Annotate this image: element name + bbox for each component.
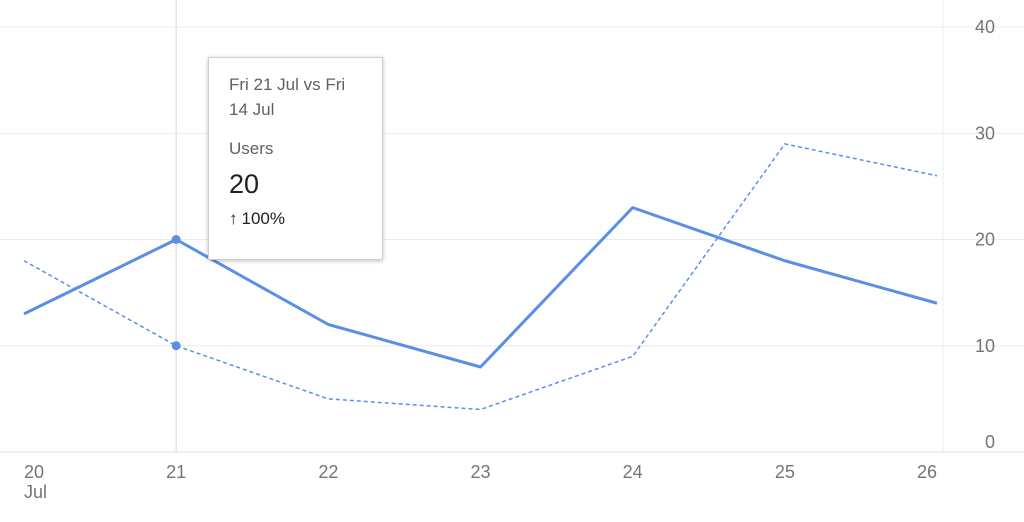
- gridlines: [0, 0, 1024, 453]
- x-axis-ticks: 20 21 22 23 24 25 26 Jul: [24, 462, 937, 502]
- x-tick-label: 21: [166, 462, 186, 482]
- chart-tooltip: Fri 21 Jul vs Fri 14 Jul Users 20 ↑ 100%: [208, 57, 383, 260]
- series-lines: [23, 143, 938, 411]
- x-tick-label: 23: [470, 462, 490, 482]
- x-tick-label: 20: [24, 462, 44, 482]
- hover-markers: [171, 235, 181, 351]
- arrow-up-icon: ↑: [229, 209, 238, 228]
- x-month-label: Jul: [24, 482, 47, 502]
- hover-point: [171, 341, 181, 351]
- y-tick-label: 30: [975, 123, 995, 143]
- tooltip-change: ↑ 100%: [229, 208, 362, 230]
- tooltip-value: 20: [229, 169, 260, 199]
- x-tick-label: 22: [318, 462, 338, 482]
- comparison-series-line: [23, 143, 938, 411]
- hover-point: [171, 235, 181, 244]
- tooltip-change-value: 100%: [241, 209, 285, 228]
- x-tick-label: 25: [775, 462, 795, 482]
- y-tick-label: 0: [985, 432, 995, 452]
- y-axis-ticks: 0 10 20 30 40: [975, 17, 995, 452]
- tooltip-metric: Users: [229, 139, 274, 158]
- y-tick-label: 40: [975, 17, 995, 37]
- x-tick-label: 24: [623, 462, 643, 482]
- y-tick-label: 20: [975, 230, 995, 250]
- x-tick-label: 26: [917, 462, 937, 482]
- tooltip-title: Fri 21 Jul vs Fri 14 Jul: [229, 75, 346, 119]
- primary-series-line: [23, 206, 938, 369]
- y-tick-label: 10: [975, 336, 995, 356]
